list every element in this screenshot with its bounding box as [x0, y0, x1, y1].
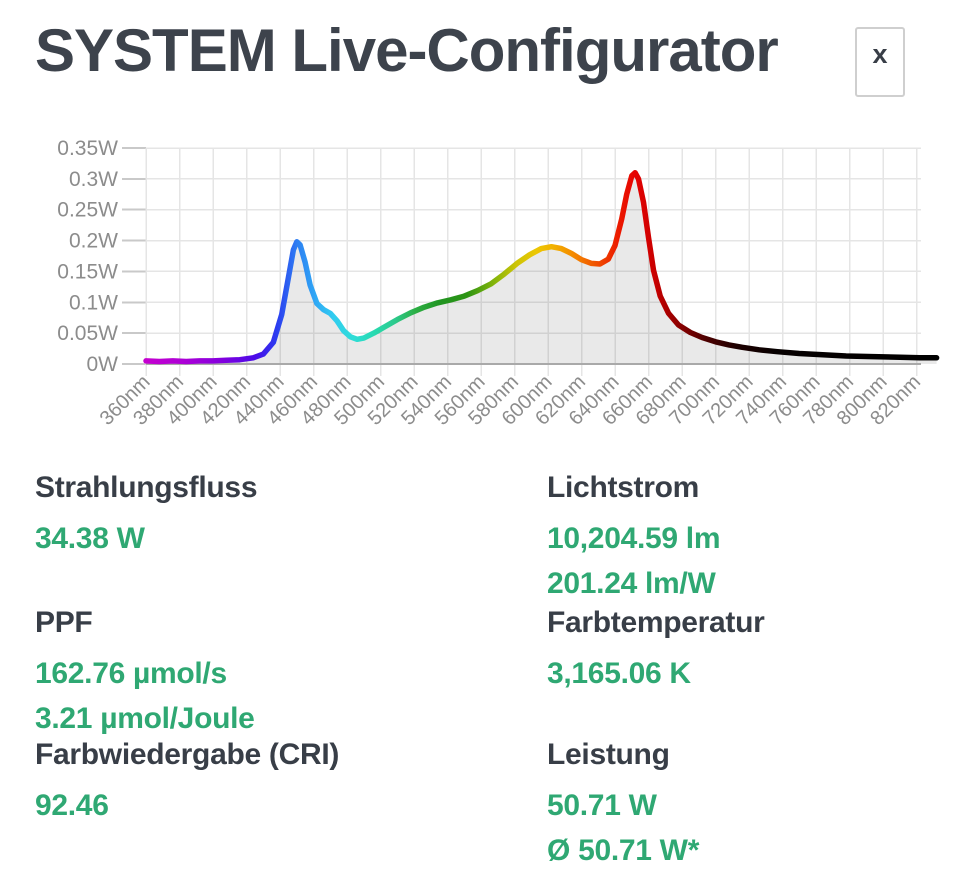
- chart-gridlines: [122, 147, 921, 376]
- y-tick-label: 0.2W: [69, 230, 118, 253]
- y-tick-label: 0.05W: [57, 322, 118, 345]
- y-tick-label: 0.35W: [57, 137, 118, 160]
- spectrum-chart: 0W 0.05W 0.1W 0.15W 0.2W 0.25W 0.3W 0.35W 360nm 3…: [0, 133, 960, 465]
- stat-value: 10,204.59 lm: [547, 522, 721, 555]
- stat-value: 3,165.06 K: [547, 657, 691, 690]
- stat-block-farbwiedergabe-cri: Farbwiedergabe (CRI) 92.46: [35, 738, 547, 873]
- y-tick-label: 0.3W: [69, 168, 118, 191]
- stat-label: Farbtemperatur: [547, 606, 765, 639]
- stats-grid: Strahlungsfluss 34.38 W Lichtstrom 10,204.5…: [0, 465, 960, 873]
- y-tick-label: 0.15W: [57, 260, 118, 283]
- stat-label: Lichtstrom: [547, 471, 700, 504]
- stat-block-lichtstrom: Lichtstrom 10,204.59 lm 201.24 lm/W: [547, 471, 960, 606]
- stat-block-ppf: PPF 162.76 µmol/s 3.21 µmol/Joule: [35, 606, 547, 738]
- stat-value: Ø 50.71 W*: [547, 834, 700, 867]
- stat-value: 162.76 µmol/s: [35, 657, 227, 690]
- stat-value: 92.46: [35, 789, 109, 822]
- y-tick-label: 0.25W: [57, 199, 118, 222]
- stat-block-strahlungsfluss: Strahlungsfluss 34.38 W: [35, 471, 547, 606]
- stat-value: 3.21 µmol/Joule: [35, 702, 255, 735]
- stat-value: 201.24 lm/W: [547, 567, 716, 600]
- spectrum-curve: [143, 169, 940, 365]
- stat-block-leistung: Leistung 50.71 W Ø 50.71 W*: [547, 738, 960, 873]
- spectrum-area-fill: [146, 172, 937, 364]
- stat-value: 50.71 W: [547, 789, 657, 822]
- page-title: SYSTEM Live-Configurator: [35, 17, 779, 84]
- spectrum-chart-canvas: 0W0.05W0.1W0.15W0.2W0.25W0.3W0.35W360nm3…: [57, 137, 940, 430]
- stat-label: Strahlungsfluss: [35, 471, 258, 504]
- close-button[interactable]: x: [855, 27, 905, 97]
- stat-block-farbtemperatur: Farbtemperatur 3,165.06 K: [547, 606, 960, 738]
- stat-label: Farbwiedergabe (CRI): [35, 738, 340, 771]
- y-tick-label: 0.1W: [69, 291, 118, 314]
- close-icon: x: [872, 39, 888, 69]
- stat-label: PPF: [35, 606, 93, 639]
- header: SYSTEM Live-Configurator x: [0, 0, 960, 133]
- stat-value: 34.38 W: [35, 522, 145, 555]
- y-tick-label: 0W: [87, 353, 119, 376]
- stat-label: Leistung: [547, 738, 670, 771]
